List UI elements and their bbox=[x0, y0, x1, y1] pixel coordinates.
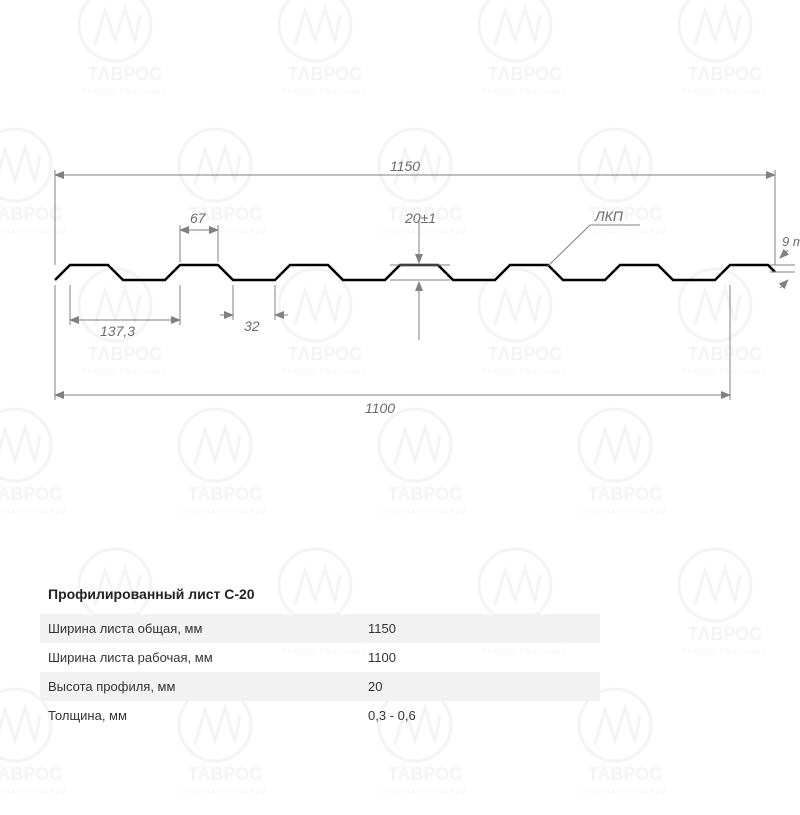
profile-shape bbox=[55, 265, 775, 280]
dim-top-flat bbox=[180, 225, 218, 262]
spec-label: Ширина листа рабочая, мм bbox=[48, 650, 368, 665]
svg-text:ГРУППА КОМПАНИЙ: ГРУППА КОМПАНИЙ bbox=[183, 787, 268, 796]
spec-value: 20 bbox=[368, 679, 592, 694]
label-bottom-gap: 32 bbox=[244, 318, 260, 334]
table-row: Ширина листа рабочая, мм1100 bbox=[40, 643, 600, 672]
svg-text:ГРУППА КОМПАНИЙ: ГРУППА КОМПАНИЙ bbox=[583, 787, 668, 796]
label-lkp: ЛКП bbox=[595, 208, 623, 224]
label-overall-width: 1150 bbox=[390, 158, 420, 174]
label-edge-height: 9 min bbox=[782, 234, 800, 249]
svg-text:ТАВРОС: ТАВРОС bbox=[388, 764, 463, 784]
svg-text:ГРУППА КОМПАНИЙ: ГРУППА КОМПАНИЙ bbox=[0, 787, 67, 796]
spec-value: 0,3 - 0,6 bbox=[368, 708, 592, 723]
spec-value: 1100 bbox=[368, 650, 592, 665]
dim-height bbox=[390, 220, 450, 340]
table-row: Ширина листа общая, мм1150 bbox=[40, 614, 600, 643]
label-pitch: 137,3 bbox=[100, 323, 135, 339]
label-working-width: 1100 bbox=[365, 400, 395, 416]
svg-text:ТАВРОС: ТАВРОС bbox=[0, 764, 62, 784]
table-row: Толщина, мм0,3 - 0,6 bbox=[40, 701, 600, 730]
dim-pitch bbox=[70, 285, 180, 325]
watermark: ТАВРОС ГРУППА КОМПАНИЙ bbox=[660, 540, 790, 670]
profile-diagram: 1150 1100 67 137,3 32 20±1 ЛКП 9 min bbox=[0, 0, 800, 540]
dim-bottom-gap bbox=[220, 285, 288, 320]
table-row: Высота профиля, мм20 bbox=[40, 672, 600, 701]
spec-label: Толщина, мм bbox=[48, 708, 368, 723]
svg-text:ГРУППА КОМПАНИЙ: ГРУППА КОМПАНИЙ bbox=[683, 647, 768, 656]
spec-label: Высота профиля, мм bbox=[48, 679, 368, 694]
spec-label: Ширина листа общая, мм bbox=[48, 621, 368, 636]
label-top-flat: 67 bbox=[190, 210, 206, 226]
spec-table: Профилированный лист С-20 Ширина листа о… bbox=[40, 580, 600, 730]
table-title: Профилированный лист С-20 bbox=[40, 580, 600, 608]
lkp-pointer bbox=[548, 225, 640, 266]
svg-text:ГРУППА КОМПАНИЙ: ГРУППА КОМПАНИЙ bbox=[383, 787, 468, 796]
label-height: 20±1 bbox=[405, 210, 436, 226]
svg-text:ТАВРОС: ТАВРОС bbox=[688, 624, 763, 644]
svg-text:ТАВРОС: ТАВРОС bbox=[588, 764, 663, 784]
svg-text:ТАВРОС: ТАВРОС bbox=[188, 764, 263, 784]
dim-working-width bbox=[55, 285, 730, 400]
spec-value: 1150 bbox=[368, 621, 592, 636]
